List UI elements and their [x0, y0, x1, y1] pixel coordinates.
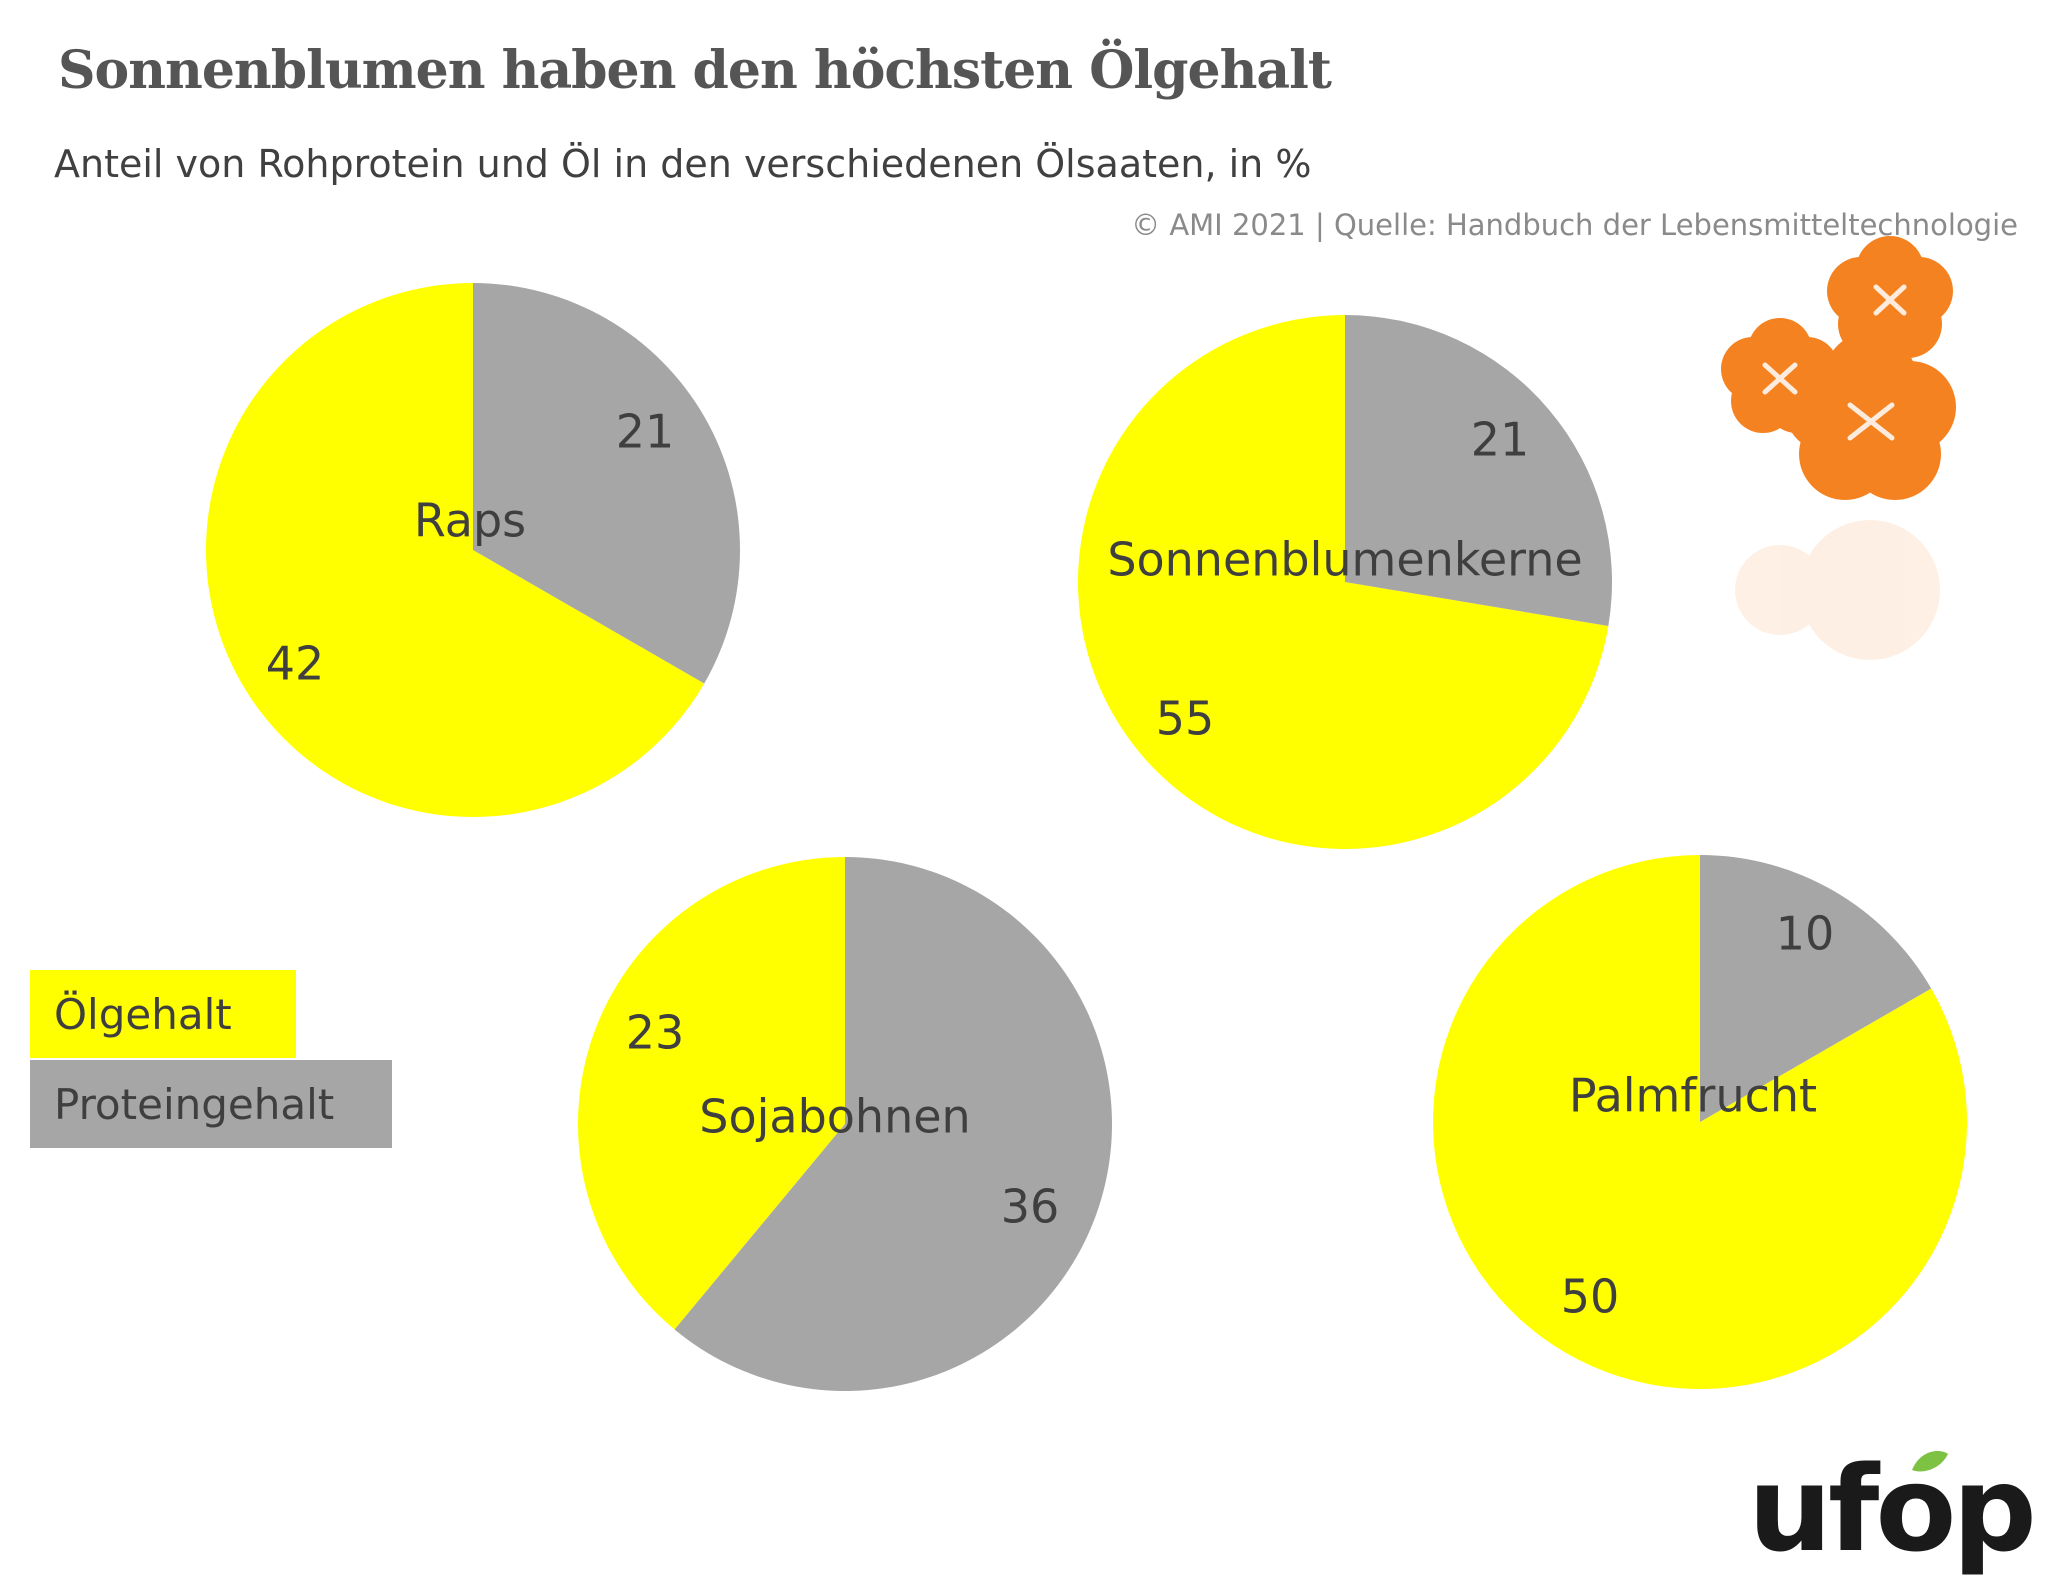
flower-cluster-icon [1721, 236, 1956, 500]
pie-palmfrucht [1433, 855, 1967, 1389]
legend-oil-label: Ölgehalt [54, 989, 232, 1039]
pie-sonnenblumenkerne [1078, 315, 1613, 849]
slice-protein [473, 283, 740, 684]
legend-protein: Proteingehalt [30, 1060, 392, 1148]
label-oil-value: 55 [1156, 692, 1215, 746]
label-protein-value: 21 [616, 405, 675, 459]
pie-name-label: Palmfrucht [1569, 1069, 1817, 1123]
label-oil-value: 50 [1561, 1270, 1620, 1324]
ufop-logo: ufop [1748, 1440, 2037, 1578]
legend-protein-label: Proteingehalt [54, 1079, 335, 1129]
pie-name-label: Raps [414, 494, 526, 548]
label-oil-value: 42 [266, 637, 325, 691]
pie-name-label: Sojabohnen [699, 1090, 970, 1144]
slice-protein [674, 857, 1112, 1391]
slice-protein [1345, 315, 1613, 626]
label-protein-value: 36 [1001, 1180, 1060, 1234]
slice-oil [1078, 315, 1609, 849]
label-oil-value: 23 [626, 1006, 685, 1060]
label-protein-value: 10 [1776, 907, 1835, 961]
pie-name-label: Sonnenblumenkerne [1107, 533, 1582, 587]
chart-subtitle: Anteil von Rohprotein und Öl in den vers… [54, 142, 1312, 186]
slice-oil [205, 283, 705, 817]
legend-oil: Ölgehalt [30, 970, 296, 1058]
logo-text: ufop [1748, 1440, 2037, 1578]
slice-protein [1700, 855, 1932, 1122]
chart-title: Sonnenblumen haben den höchsten Ölgehalt [58, 40, 1332, 101]
slice-oil [578, 857, 845, 1330]
label-protein-value: 21 [1471, 413, 1530, 467]
pie-sojabohnen [578, 857, 1112, 1391]
pie-raps [205, 283, 740, 817]
chart-source: © AMI 2021 | Quelle: Handbuch der Lebens… [1131, 208, 2018, 242]
leaf-icon [1912, 1451, 1948, 1472]
